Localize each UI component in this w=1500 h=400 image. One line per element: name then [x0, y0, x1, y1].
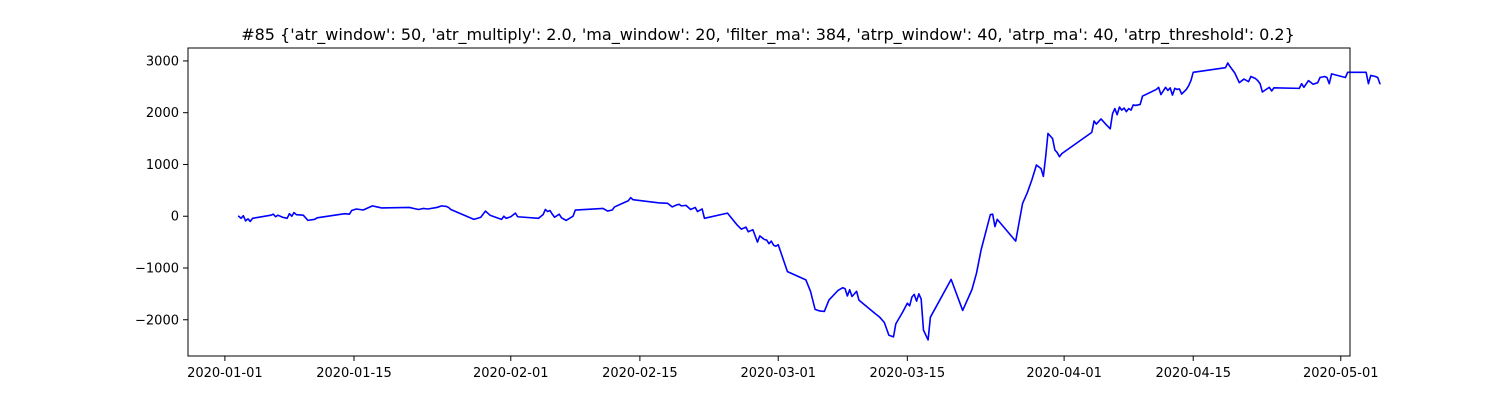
x-tick-label: 2020-02-01: [473, 366, 549, 381]
chart-title: #85 {'atr_window': 50, 'atr_multiply': 2…: [241, 25, 1295, 45]
y-tick-label: 1000: [146, 158, 179, 173]
y-axis: −2000 −1000 0 1000 2000 3000: [135, 54, 188, 328]
x-tick-label: 2020-01-01: [187, 366, 263, 381]
series-line: [237, 62, 1381, 341]
x-tick-label: 2020-02-15: [602, 366, 678, 381]
x-tick-label: 2020-04-01: [1026, 366, 1102, 381]
x-tick-label: 2020-01-15: [316, 366, 392, 381]
y-tick-label: −1000: [135, 262, 179, 277]
y-tick-label: −2000: [135, 313, 179, 328]
x-tick-label: 2020-04-15: [1155, 366, 1231, 381]
y-tick-label: 0: [171, 210, 179, 225]
plot-frame: [187, 47, 1351, 357]
plot-series: [237, 62, 1381, 341]
x-axis: 2020-01-01 2020-01-15 2020-02-01 2020-02-15…: [187, 356, 1379, 381]
x-tick-label: 2020-03-15: [870, 366, 946, 381]
y-tick-label: 2000: [146, 106, 179, 121]
x-tick-label: 2020-05-01: [1303, 366, 1379, 381]
x-tick-label: 2020-03-01: [740, 366, 816, 381]
y-tick-label: 3000: [146, 54, 179, 69]
